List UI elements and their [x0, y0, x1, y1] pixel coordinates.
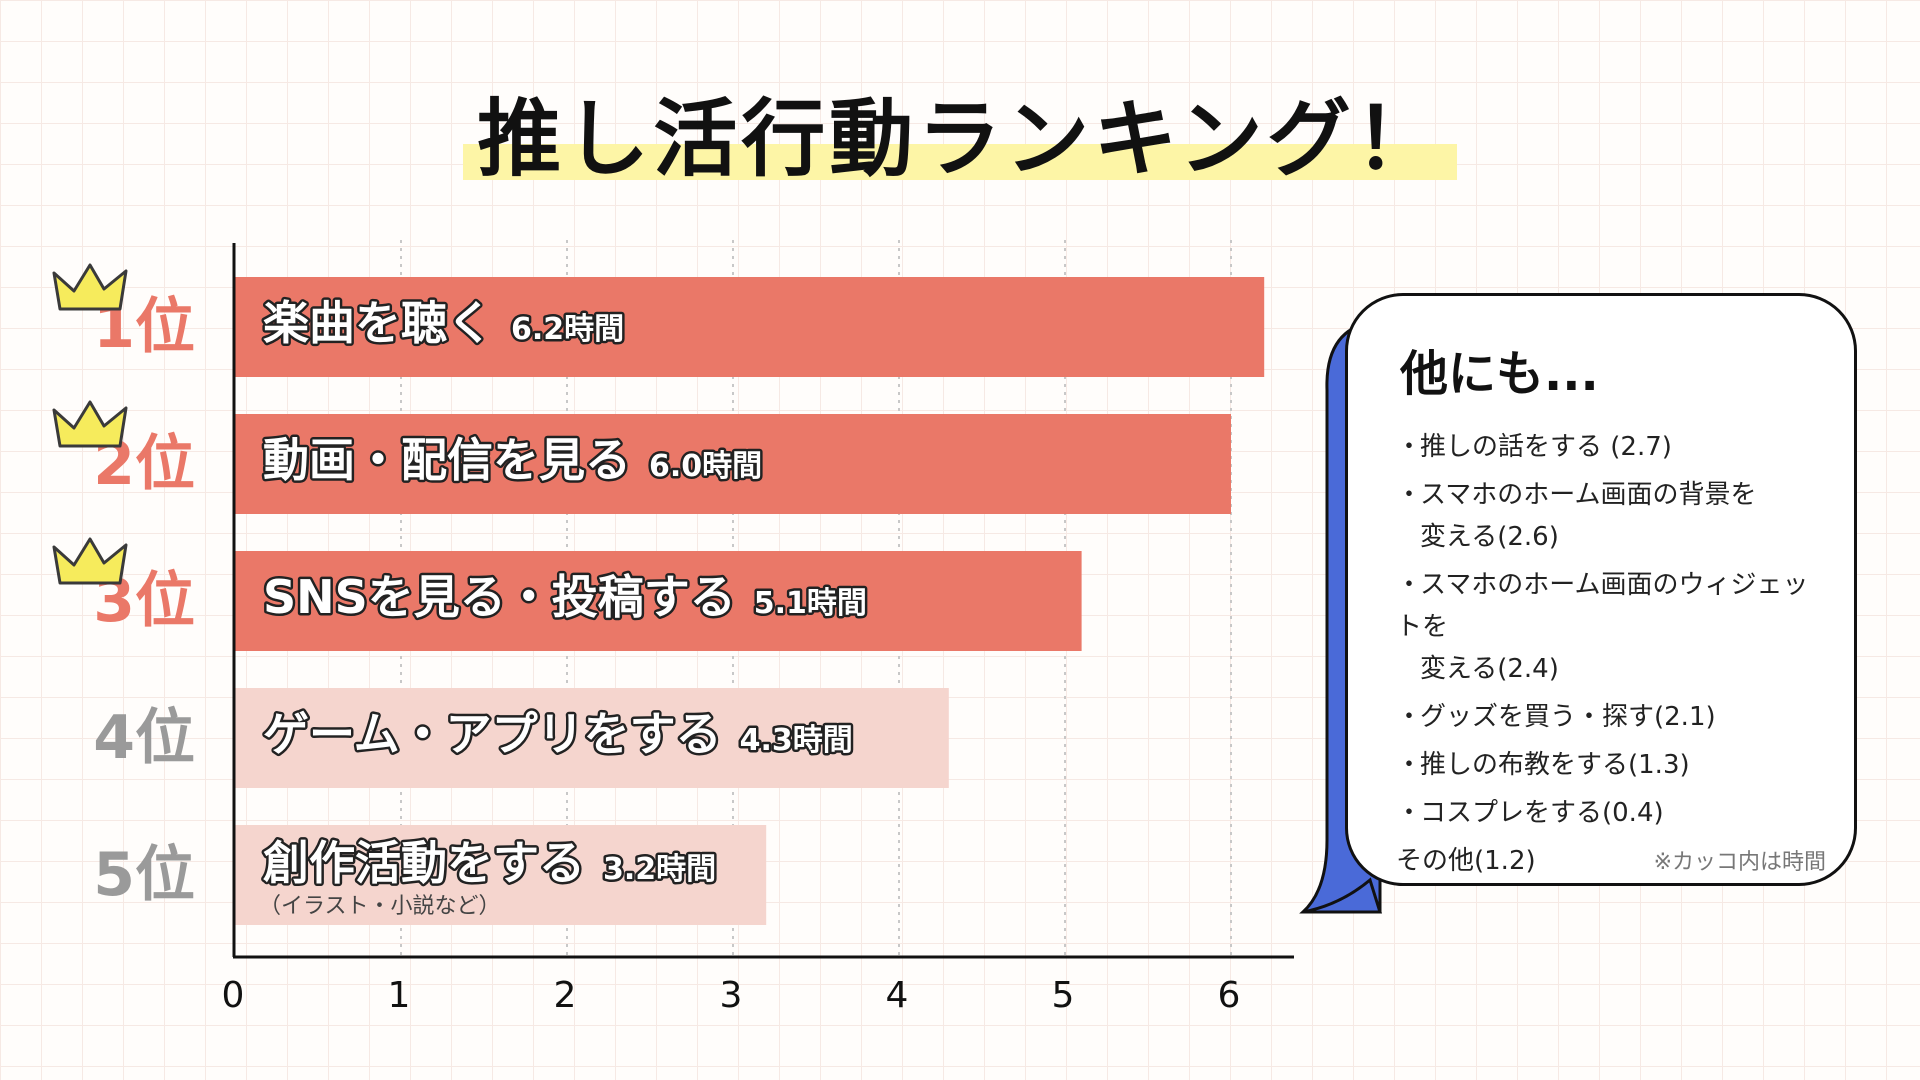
- others-misc: その他(1.2): [1396, 846, 1536, 876]
- others-item-text: 変える(2.4): [1420, 654, 1559, 684]
- others-item: ・コスプレをする(0.4): [1396, 792, 1826, 834]
- page-title: 推し活行動ランキング！: [0, 72, 1920, 193]
- x-tick-1: 1: [388, 975, 411, 1016]
- others-item-text: 変える(2.6): [1420, 522, 1559, 552]
- bar-value-2: 6.0時間: [649, 449, 762, 484]
- others-item-text: 推しの布教をする(1.3): [1420, 750, 1690, 780]
- others-heading: 他にも...: [1400, 346, 1599, 402]
- bar-value-1: 6.2時間: [511, 312, 624, 347]
- crown-icon: [52, 400, 128, 448]
- bar-category-3: SNSを見る・投稿する: [263, 570, 736, 624]
- rank-label-4: 4位: [93, 703, 195, 773]
- others-item: ・グッズを買う・探す(2.1): [1396, 696, 1826, 738]
- others-item: ・推しの布教をする(1.3): [1396, 744, 1826, 786]
- x-tick-4: 4: [886, 975, 909, 1016]
- others-item-text: 推しの話をする (2.7): [1420, 432, 1672, 462]
- unit-note: ※カッコ内は時間: [1653, 850, 1826, 875]
- bullet: ・: [1396, 570, 1423, 600]
- bar-1: [235, 277, 1265, 377]
- bar-label-3: SNSを見る・投稿する 5.1時間: [263, 570, 867, 624]
- crown-icon: [52, 263, 128, 311]
- bar-3: [235, 551, 1082, 651]
- bar-4: [235, 688, 949, 788]
- bar-label-5: 創作活動をする 3.2時間: [263, 836, 716, 890]
- bar-label-2: 動画・配信を見る 6.0時間: [263, 433, 762, 487]
- bullet: ・: [1396, 798, 1423, 828]
- bar-category-4: ゲーム・アプリをする: [263, 707, 722, 761]
- bar-label-4: ゲーム・アプリをする 4.3時間: [263, 707, 853, 761]
- rank-label-5: 5位: [93, 840, 195, 910]
- title-text: 推し活行動ランキング！: [463, 90, 1457, 188]
- others-item-text: スマホのホーム画面のウィジェットを: [1396, 570, 1809, 642]
- bar-sublabel-5: （イラスト・小説など）: [259, 894, 501, 919]
- bar-label-1: 楽曲を聴く 6.2時間: [263, 296, 624, 350]
- others-bubble: 他にも... ・推しの話をする (2.7) ・スマホのホーム画面の背景を 変える(2…: [1345, 293, 1857, 886]
- others-item-text: グッズを買う・探す(2.1): [1420, 702, 1716, 732]
- others-last-row: その他(1.2) ※カッコ内は時間: [1396, 840, 1826, 882]
- bar-5: [235, 825, 767, 925]
- bar-category-2: 動画・配信を見る: [263, 433, 631, 487]
- bullet: ・: [1396, 702, 1423, 732]
- bar-value-5: 3.2時間: [603, 852, 716, 887]
- bullet: ・: [1396, 432, 1423, 462]
- bar-value-3: 5.1時間: [754, 586, 867, 621]
- others-item: ・スマホのホーム画面の背景を 変える(2.6): [1396, 474, 1826, 558]
- x-tick-3: 3: [720, 975, 743, 1016]
- others-item: ・推しの話をする (2.7): [1396, 426, 1826, 468]
- others-list: ・推しの話をする (2.7) ・スマホのホーム画面の背景を 変える(2.6) ・スマホ…: [1396, 426, 1826, 834]
- x-tick-6: 6: [1218, 975, 1241, 1016]
- x-tick-labels: 0 1 2 3 4 5 6: [222, 975, 1241, 1016]
- x-tick-5: 5: [1052, 975, 1075, 1016]
- bar-category-5: 創作活動をする: [263, 836, 585, 890]
- axes: [232, 243, 1294, 959]
- bar-value-4: 4.3時間: [740, 723, 853, 758]
- x-tick-2: 2: [554, 975, 577, 1016]
- others-item: ・スマホのホーム画面のウィジェットを変える(2.4): [1396, 564, 1826, 690]
- bar-category-1: 楽曲を聴く: [263, 296, 493, 350]
- bullet: ・: [1396, 480, 1423, 510]
- crown-icon: [52, 537, 128, 585]
- others-item-text: コスプレをする(0.4): [1420, 798, 1664, 828]
- bullet: ・: [1396, 750, 1423, 780]
- x-tick-0: 0: [222, 975, 245, 1016]
- others-item-text: スマホのホーム画面の背景を: [1420, 480, 1757, 510]
- bar-2: [235, 414, 1231, 514]
